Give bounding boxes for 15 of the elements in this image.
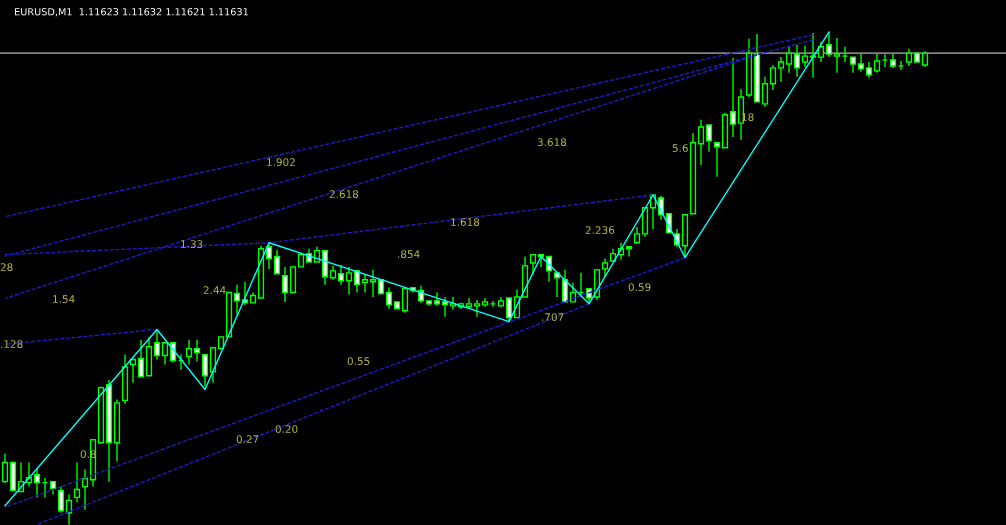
annotation: .854 — [398, 250, 420, 259]
annotation: 1.902 — [267, 158, 295, 167]
annotation: 2.44 — [203, 286, 226, 294]
annotation: 1.618 — [451, 218, 480, 227]
chart-title: EURUSD,M1 1.11623 1.11632 1.11621 1.11631 — [15, 8, 248, 17]
annotation: 5.6 — [672, 144, 688, 153]
annotation: 1.54 — [53, 295, 75, 304]
annotation: 0.55 — [347, 357, 370, 366]
annotation: .128 — [1, 340, 23, 349]
annotation: 3.618 — [537, 138, 567, 147]
annotation: 0.59 — [628, 283, 651, 292]
annotation: 2.236 — [585, 226, 615, 235]
annotation: 0.20 — [275, 425, 298, 434]
annotation: 28 — [0, 263, 13, 272]
annotation: 2.618 — [329, 190, 359, 199]
